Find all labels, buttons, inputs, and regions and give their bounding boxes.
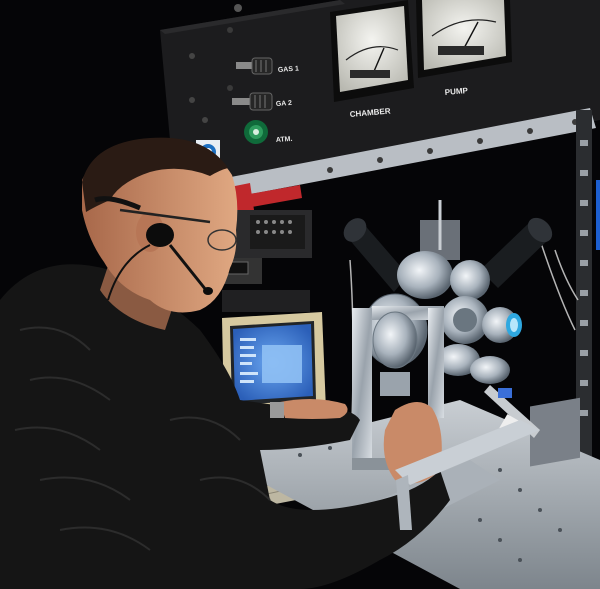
gas-2-label: GA 2 [276, 100, 293, 108]
chamber-label: CHAMBER [349, 106, 391, 119]
vacuum-chamber [343, 200, 553, 438]
atm-valve-knob [244, 120, 268, 144]
gas-2-valve-knob [232, 92, 273, 111]
gas-1-valve-knob [236, 57, 273, 75]
left-port-tube [343, 218, 408, 292]
chamber-pressure-meter [330, 0, 414, 102]
atm-label: ATM. [276, 136, 293, 144]
pump-pressure-meter [416, 0, 512, 78]
right-port-tube [480, 217, 553, 288]
rack-electronics [222, 210, 312, 312]
crt-monitor [222, 312, 326, 416]
gas-1-label: GAS 1 [278, 66, 300, 74]
pump-label: PUMP [444, 86, 468, 97]
front-fixture [395, 420, 540, 530]
technician [0, 137, 450, 589]
